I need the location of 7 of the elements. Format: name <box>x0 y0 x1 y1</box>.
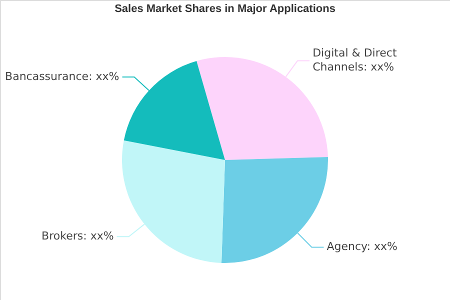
pie-slice <box>221 157 328 263</box>
slice-label: Agency: xx% <box>326 240 398 254</box>
chart-title: Sales Market Shares in Major Applications <box>114 3 336 15</box>
slice-label: Digital & Direct Channels: xx% <box>312 46 398 74</box>
pie-slice <box>124 61 225 160</box>
slice-label: Bancassurance: xx% <box>5 70 120 83</box>
slice-label: Brokers: xx% <box>42 230 114 243</box>
